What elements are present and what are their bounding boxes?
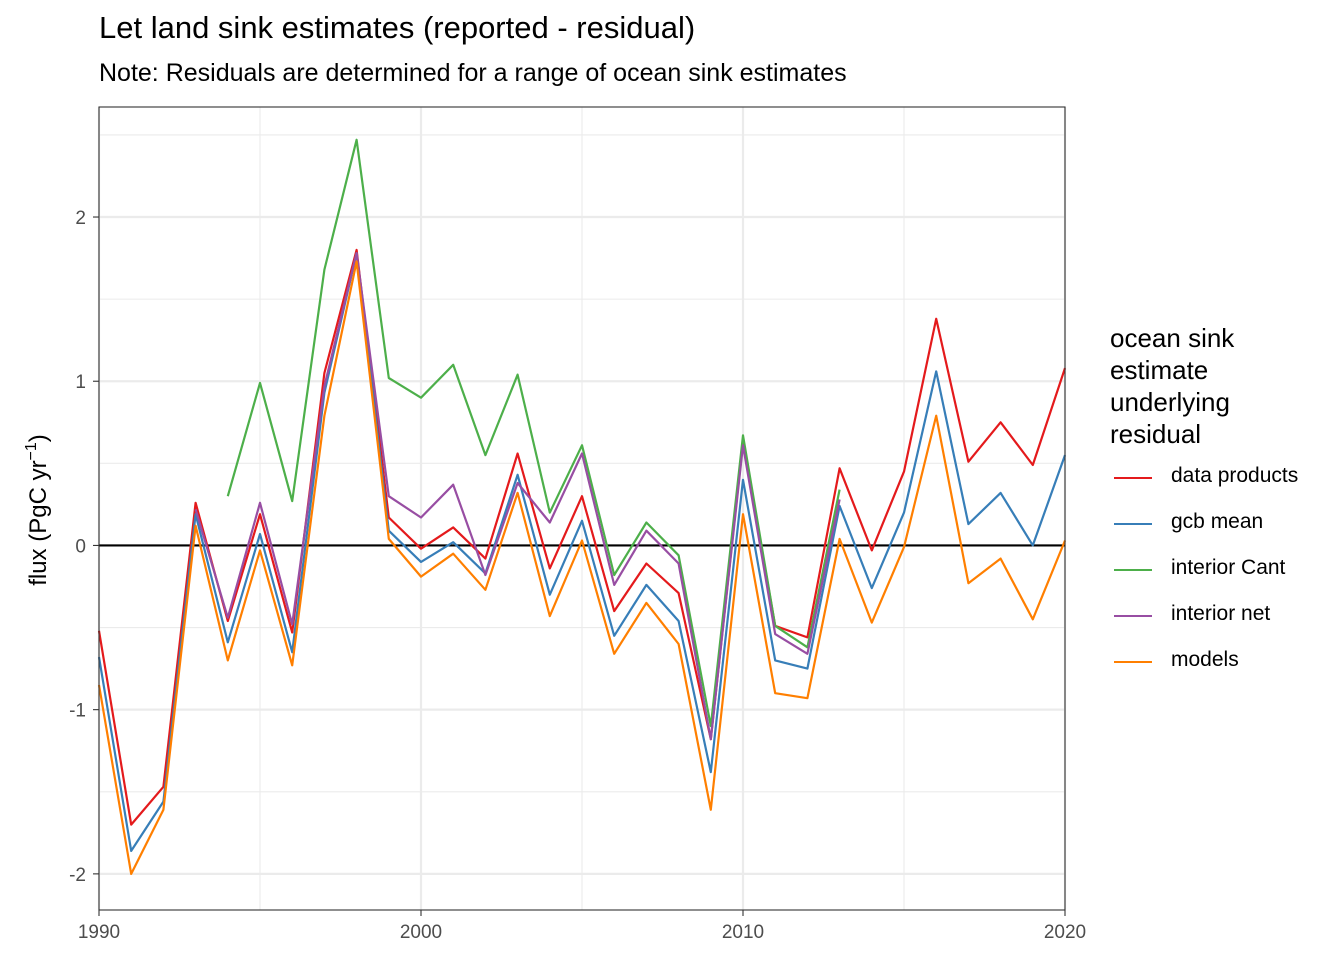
x-tick-label: 2020 <box>1044 922 1086 943</box>
legend-label: interior net <box>1171 602 1271 625</box>
x-tick-label: 1990 <box>78 922 120 943</box>
axes: 1990 2000 2010 2020 -2 -1 0 1 2 <box>69 208 1086 943</box>
legend-item-models: models <box>1110 644 1310 690</box>
legend-key-line <box>1114 523 1152 526</box>
x-tick-label: 2000 <box>400 922 442 943</box>
series-line-data-products <box>97 248 1067 826</box>
plot-border <box>98 106 1066 911</box>
y-axis-title-text: flux (PgC yr <box>25 460 52 585</box>
legend-item-interior-net: interior net <box>1110 598 1310 644</box>
legend-key-line <box>1114 569 1152 572</box>
legend-label: models <box>1171 648 1239 671</box>
x-tick-label: 2010 <box>722 922 764 943</box>
y-tick-label: 2 <box>75 208 86 229</box>
series-line-gcb-mean <box>97 252 1067 853</box>
legend-item-gcb-mean: gcb mean <box>1110 506 1310 552</box>
legend-item-interior-cant: interior Cant <box>1110 552 1310 598</box>
y-tick-label: 1 <box>75 372 86 393</box>
y-tick-label: -2 <box>69 865 86 886</box>
chart-title: Let land sink estimates (reported - resi… <box>99 10 696 45</box>
legend-key-line <box>1114 477 1152 480</box>
series-line-interior-cant <box>226 138 841 728</box>
y-axis-title: flux (PgC yr−1) <box>23 434 52 586</box>
legend-key-line <box>1114 615 1152 618</box>
legend-item-data-products: data products <box>1110 460 1310 506</box>
series-line-models <box>97 260 1067 876</box>
legend-label: interior Cant <box>1171 556 1286 579</box>
legend: ocean sink estimate underlying residual … <box>1110 322 1310 690</box>
legend-items: data products gcb mean interior Cant interi… <box>1110 460 1310 690</box>
series-line-interior-net <box>194 252 841 741</box>
y-tick-label: -1 <box>69 701 86 722</box>
legend-label: gcb mean <box>1171 510 1264 533</box>
legend-key-line <box>1114 661 1152 664</box>
chart-subtitle: Note: Residuals are determined for a ran… <box>99 59 847 87</box>
plot-area <box>97 106 1067 911</box>
legend-title: ocean sink estimate underlying residual <box>1110 323 1235 449</box>
legend-label: data products <box>1171 464 1299 487</box>
y-tick-label: 0 <box>75 536 86 557</box>
y-axis-title-superscript: −1 <box>23 442 40 460</box>
y-axis-title-close: ) <box>25 434 52 442</box>
